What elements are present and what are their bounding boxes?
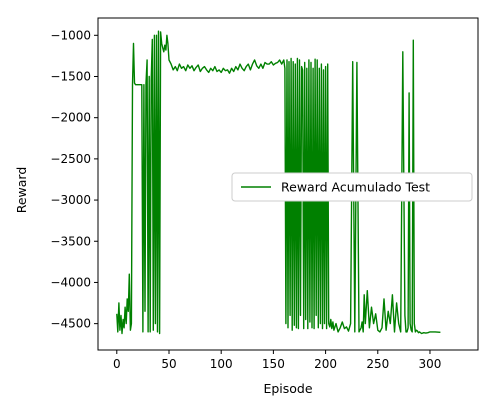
legend: Reward Acumulado Test [231, 172, 473, 202]
y-tick-label: −2500 [50, 152, 91, 166]
series-layer [116, 30, 441, 335]
series-line-reward-acumulado-test [116, 30, 441, 335]
y-tick-label: −1500 [50, 69, 91, 83]
y-axis-ticks: −1000 −1500 −2000 −2500 −3000 −3500 −4000 −4500 [50, 28, 98, 331]
y-tick-label: −3000 [50, 193, 91, 207]
y-tick-label: −4500 [50, 317, 91, 331]
y-tick-label: −4000 [50, 275, 91, 289]
legend-label: Reward Acumulado Test [281, 180, 430, 195]
x-tick-label: 150 [262, 357, 285, 371]
x-axis-label: Episode [263, 381, 312, 396]
x-tick-label: 100 [210, 357, 233, 371]
y-axis-label: Reward [14, 167, 29, 214]
x-tick-label: 0 [113, 357, 121, 371]
y-tick-label: −2000 [50, 111, 91, 125]
x-axis-ticks: 0 50 100 150 200 250 300 [113, 350, 441, 371]
y-tick-label: −1000 [50, 28, 91, 42]
x-tick-label: 200 [314, 357, 337, 371]
y-tick-label: −3500 [50, 234, 91, 248]
x-tick-label: 300 [419, 357, 442, 371]
x-tick-label: 50 [161, 357, 176, 371]
x-tick-label: 250 [366, 357, 389, 371]
legend-box [231, 172, 473, 202]
